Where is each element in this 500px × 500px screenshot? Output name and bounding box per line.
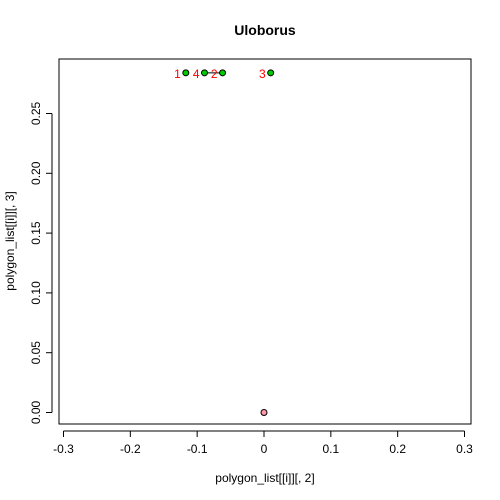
data-point (220, 70, 226, 76)
x-tick-label: -0.1 (187, 442, 208, 456)
data-point (183, 70, 189, 76)
y-tick-label: 0.20 (29, 161, 43, 185)
y-axis-label: polygon_list[[i]][, 3] (3, 191, 17, 290)
x-tick-label: -0.2 (120, 442, 141, 456)
x-tick-label: 0.1 (322, 442, 339, 456)
data-point (268, 70, 274, 76)
y-tick-label: 0.10 (29, 281, 43, 305)
point-label: 3 (259, 67, 266, 81)
point-label: 4 (193, 67, 200, 81)
x-tick-label: 0.3 (456, 442, 473, 456)
x-axis-label: polygon_list[[i]][, 2] (215, 471, 314, 485)
point-label: 1 (174, 67, 181, 81)
x-tick-label: 0 (261, 442, 268, 456)
y-tick-label: 0.15 (29, 221, 43, 245)
data-point (261, 410, 267, 416)
x-tick-label: -0.3 (53, 442, 74, 456)
y-tick-label: 0.05 (29, 341, 43, 365)
x-tick-label: 0.2 (389, 442, 406, 456)
chart-title: Uloborus (234, 22, 296, 38)
y-tick-label: 0.00 (29, 400, 43, 424)
point-label: 2 (211, 67, 218, 81)
data-point (202, 70, 208, 76)
y-tick-label: 0.25 (29, 101, 43, 125)
